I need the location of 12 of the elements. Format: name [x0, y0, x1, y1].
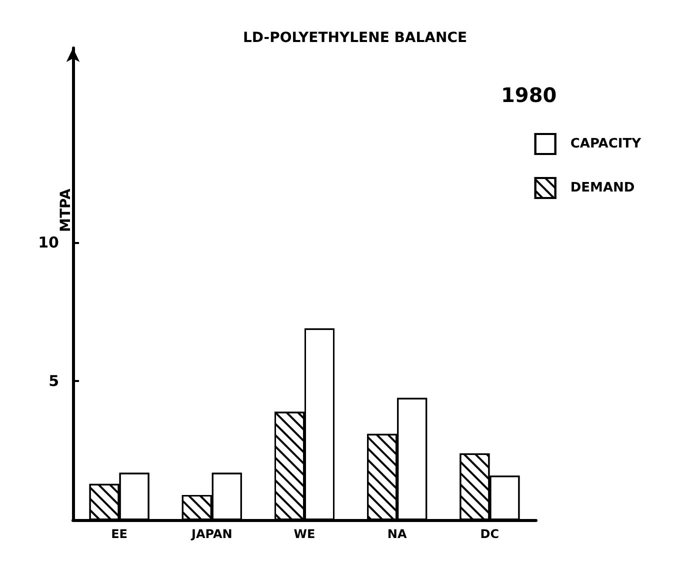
- x-tick-label: JAPAN: [190, 527, 232, 541]
- x-tick-label: DC: [480, 527, 500, 541]
- x-tick-label: EE: [111, 527, 128, 541]
- y-axis-title: MTPA: [58, 188, 74, 232]
- legend-title: 1980: [501, 83, 557, 107]
- y-tick-label: 10: [38, 233, 59, 252]
- legend-label: DEMAND: [570, 180, 635, 196]
- y-tick-label: 5: [48, 372, 59, 390]
- x-tick-label: WE: [294, 527, 316, 541]
- x-tick-label: NA: [387, 527, 408, 541]
- legend-label: CAPACITY: [570, 136, 642, 152]
- chart-title: LD-POLYETHYLENE BALANCE: [243, 30, 468, 46]
